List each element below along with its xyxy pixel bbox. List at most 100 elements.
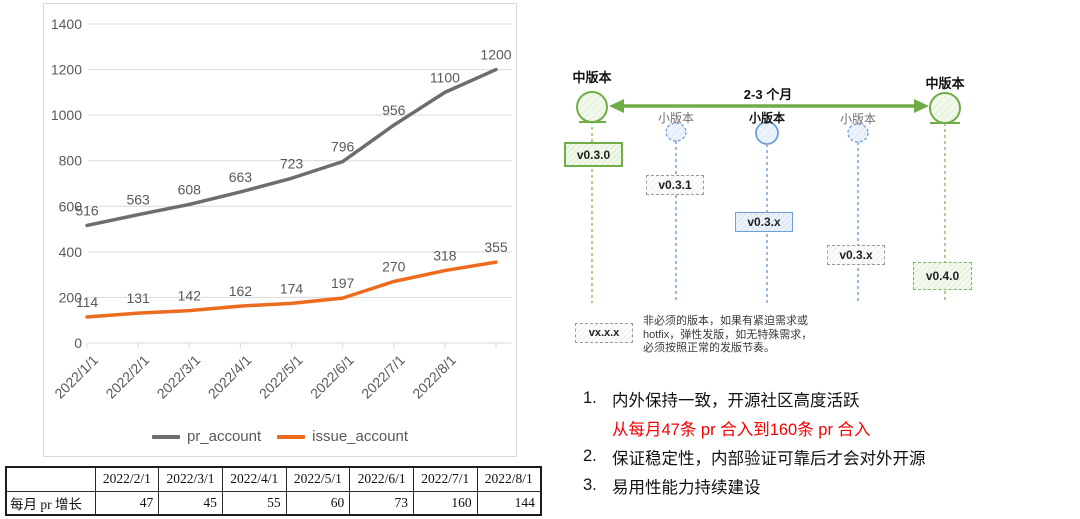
note-number: 1. [583, 389, 597, 407]
legend-label: pr_account [186, 428, 262, 445]
pr-growth-table-wrap: 2022/2/1 2022/3/1 2022/4/1 2022/5/1 2022/6/1… [5, 466, 542, 516]
table-row-label: 每月 pr 增长 [5, 490, 96, 516]
minor-release-label-1: 小版本 [657, 111, 694, 125]
major-release-circle-right [929, 92, 961, 124]
series-line-pr_account [85, 67, 498, 228]
table-header-cell: 2022/4/1 [221, 466, 287, 492]
table-value-cell: 45 [158, 490, 223, 516]
y-axis-label: 800 [59, 153, 83, 169]
note-highlight-text: 从每月47条 pr 合入到160条 pr 合入 [612, 420, 871, 439]
legend-label: issue_account [312, 428, 409, 445]
note-number: 2. [583, 447, 597, 465]
table-header-cell: 2022/6/1 [349, 466, 414, 492]
table-header-cell [5, 466, 96, 492]
note-item-1-highlight: 从每月47条 pr 合入到160条 pr 合入 [583, 413, 1063, 442]
pr-growth-table: 2022/2/1 2022/3/1 2022/4/1 2022/5/1 2022/6/1… [5, 466, 542, 516]
legend-swatch-icon [151, 434, 180, 439]
data-label: 355 [484, 239, 508, 255]
version-box-v0-3-x-optional: v0.3.x [827, 245, 885, 265]
chart-legend: pr_account issue_account [44, 428, 516, 445]
x-axis-label: 2022/8/1 [409, 352, 459, 402]
data-label: 142 [178, 288, 202, 304]
minor-release-label-3: 小版本 [839, 112, 876, 126]
note-text: 保证稳定性，内部验证可靠后才会对外开源 [612, 449, 926, 468]
minor-release-circle-3 [847, 123, 869, 143]
x-axis-label: 2022/7/1 [358, 352, 408, 402]
y-axis-label: 1000 [51, 107, 82, 123]
x-axis-label: 2022/3/1 [154, 352, 204, 402]
y-axis-label: 1400 [51, 16, 82, 32]
data-label: 1100 [430, 69, 460, 85]
table-header-cell: 2022/2/1 [94, 466, 160, 492]
version-box-v0-3-x-planned: v0.3.x [735, 212, 793, 232]
note-number: 3. [583, 476, 597, 494]
data-label: 162 [229, 283, 253, 299]
minor-release-label-2: 小版本 [748, 111, 785, 125]
major-release-label-right: 中版本 [925, 76, 965, 91]
minor-release-circle-1 [665, 122, 687, 142]
chart-plot-area: 0 200 400 600 800 1000 1200 1400 2022/1/1 2022/2/… [51, 16, 512, 402]
data-label: 114 [76, 294, 99, 310]
x-axis-label: 2022/2/1 [102, 352, 152, 402]
table-header-cell: 2022/7/1 [412, 466, 478, 492]
x-axis-label: 2022/4/1 [205, 352, 255, 402]
legend-swatch-icon [277, 434, 306, 439]
diagram-note-line: 非必须的版本，如果有紧迫需求或 [643, 315, 808, 327]
x-axis-label: 2022/6/1 [307, 352, 357, 402]
diagram-note-line: hotfix，弹性发版，如无特殊需求， [643, 328, 813, 341]
table-header-cell: 2022/5/1 [285, 466, 351, 492]
y-axis-label: 0 [74, 335, 82, 351]
minor-release-circle-2 [755, 121, 779, 145]
note-item-1: 1. 内外保持一致，开源社区高度活跃 [583, 384, 1063, 413]
diagram-note: 非必须的版本，如果有紧迫需求或 hotfix，弹性发版，如无特殊需求， 必须按照… [643, 315, 883, 356]
data-label: 663 [229, 169, 253, 185]
version-box-vx-x-x-legend: vx.x.x [575, 323, 633, 343]
pr-issue-chart: 0 200 400 600 800 1000 1200 1400 2022/1/1 2022/2/… [43, 3, 517, 457]
data-label: 723 [280, 155, 304, 171]
note-text: 易用性能力持续建设 [612, 478, 761, 497]
major-release-circle-left [576, 91, 608, 123]
diagram-note-line: 必须按照正常的发版节奏。 [643, 342, 775, 354]
data-label: 563 [126, 192, 150, 208]
data-label: 796 [331, 139, 355, 155]
arrowhead-right-icon [914, 99, 929, 113]
arrowhead-left-icon [609, 99, 624, 113]
data-label: 131 [126, 290, 150, 306]
data-label: 174 [280, 280, 304, 296]
y-axis-label: 1200 [51, 62, 82, 78]
data-label: 270 [382, 258, 406, 274]
version-box-v0-4-0: v0.4.0 [913, 262, 972, 290]
release-diagram-canvas [576, 91, 961, 303]
table-value-cell: 47 [94, 490, 160, 516]
table-value-cell: 73 [349, 490, 414, 516]
version-box-v0-3-0: v0.3.0 [564, 142, 623, 167]
table-value-cell: 55 [221, 490, 287, 516]
legend-item-issue_account: issue_account [277, 428, 408, 445]
table-header-cell: 2022/3/1 [158, 466, 223, 492]
notes-list: 1. 内外保持一致，开源社区高度活跃 从每月47条 pr 合入到160条 pr … [583, 384, 1063, 500]
table-value-cell: 60 [285, 490, 351, 516]
table-header-cell: 2022/8/1 [476, 466, 542, 492]
version-box-v0-3-1: v0.3.1 [646, 175, 704, 195]
interval-label: 2-3 个月 [743, 87, 793, 102]
note-item-3: 3. 易用性能力持续建设 [583, 471, 1063, 500]
y-axis-label: 200 [59, 289, 83, 305]
x-axis-label: 2022/1/1 [51, 352, 101, 402]
data-label: 516 [75, 202, 99, 218]
note-text: 内外保持一致，开源社区高度活跃 [612, 391, 860, 410]
y-axis-label: 600 [59, 198, 83, 214]
x-axis-label: 2022/5/1 [256, 352, 306, 402]
series-line-issue_account [85, 260, 498, 319]
y-axis-label: 400 [59, 244, 83, 260]
data-label: 1200 [480, 47, 511, 63]
major-release-label-left: 中版本 [572, 70, 612, 85]
data-label: 956 [382, 102, 406, 118]
note-item-2: 2. 保证稳定性，内部验证可靠后才会对外开源 [583, 442, 1063, 471]
table-value-cell: 160 [412, 490, 478, 516]
data-label: 608 [178, 181, 202, 197]
table-value-cell: 144 [476, 490, 542, 516]
data-label: 318 [433, 248, 457, 264]
legend-item-pr_account: pr_account [151, 428, 262, 445]
data-label: 197 [331, 275, 355, 291]
